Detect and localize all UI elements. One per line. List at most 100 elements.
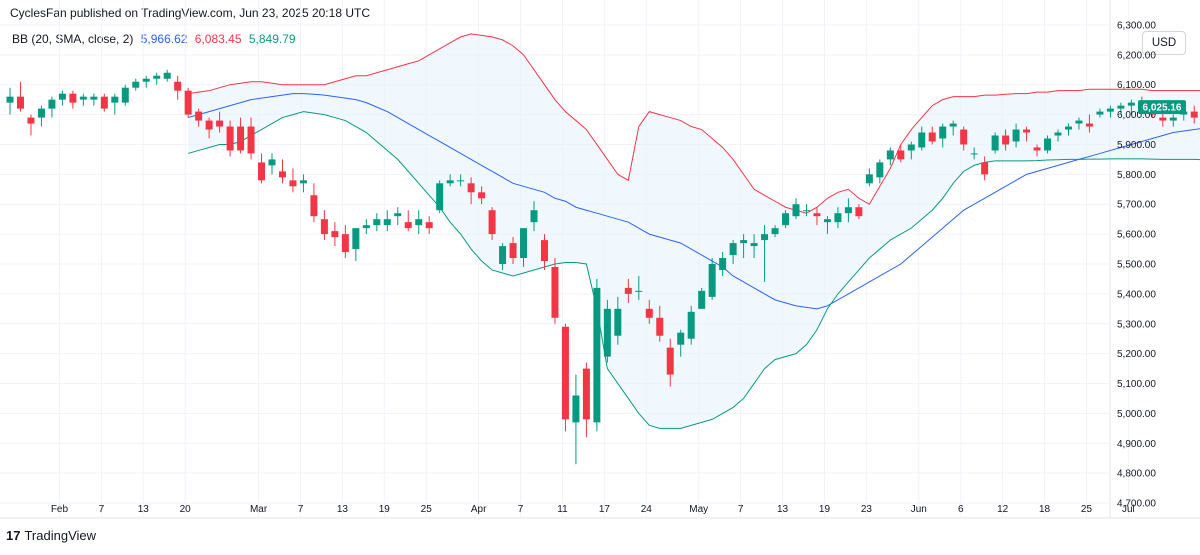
x-tick-label: Mar: [250, 504, 268, 515]
x-tick-label: 20: [180, 504, 192, 515]
candle-body: [834, 213, 842, 223]
candle-body: [362, 225, 370, 229]
candle-body: [761, 234, 769, 241]
last-price-box: [1138, 100, 1186, 115]
candle-body: [216, 120, 224, 127]
y-tick-label: 4,900.00: [1117, 439, 1156, 450]
bb-legend: BB (20, SMA, close, 2) 5,966.62 6,083.45…: [12, 32, 300, 46]
publisher-header: CyclesFan published on TradingView.com, …: [10, 6, 370, 20]
candle-body: [907, 144, 915, 151]
candle-body: [100, 96, 108, 109]
candle-body: [488, 210, 496, 235]
candle-body: [373, 219, 381, 226]
y-tick-label: 5,200.00: [1117, 349, 1156, 360]
candle-body: [341, 234, 349, 253]
candle-body: [771, 228, 779, 235]
candle-body: [551, 266, 559, 318]
candle-body: [436, 183, 444, 211]
candle-body: [6, 96, 14, 103]
candle-body: [897, 150, 905, 160]
candle-body: [582, 368, 590, 420]
x-tick-label: 13: [337, 504, 349, 515]
y-tick-label: 6,000.00: [1117, 110, 1156, 121]
candle-body: [698, 290, 706, 309]
x-tick-label: 13: [138, 504, 150, 515]
candle-body: [782, 213, 790, 226]
candle-body: [415, 219, 423, 226]
candle-body: [918, 132, 926, 148]
candle-body: [268, 159, 276, 166]
candles-group: [6, 69, 1198, 465]
candle-body: [666, 347, 674, 375]
bb-legend-name: BB (20, SMA, close, 2): [12, 32, 134, 46]
candle-body: [939, 126, 947, 139]
candle-body: [394, 213, 402, 217]
y-tick-label: 5,300.00: [1117, 319, 1156, 330]
candle-body: [163, 72, 171, 79]
candle-body: [142, 78, 150, 82]
candle-body: [121, 87, 129, 103]
last-price-marker: 6,025.16: [1138, 100, 1186, 115]
lower-band-line: [188, 111, 1200, 429]
candle-body: [635, 290, 643, 292]
candle-body: [195, 111, 203, 121]
candle-body: [184, 90, 192, 115]
currency-selector[interactable]: USD: [1142, 31, 1186, 55]
x-tick-label: May: [689, 504, 708, 515]
candle-body: [572, 395, 580, 423]
candle-body: [299, 180, 307, 184]
candle-body: [719, 258, 727, 270]
footer-brand: TradingView: [24, 528, 97, 543]
candle-body: [823, 219, 831, 223]
candle-body: [1054, 132, 1062, 136]
basis-band-line: [188, 93, 1200, 310]
x-axis-ticks: Feb 7 13 20 Mar 7 13 19 25 Apr 7 11 17 24 May 7 13 19 23 Ju…: [51, 504, 1135, 515]
candle-body: [1033, 147, 1041, 151]
candle-body: [478, 192, 486, 199]
candle-body: [258, 162, 266, 181]
candle-body: [37, 108, 45, 118]
candle-body: [960, 129, 968, 145]
candle-body: [226, 126, 234, 151]
x-tick-label: 19: [379, 504, 391, 515]
x-tick-label: Jun: [911, 504, 927, 515]
candle-body: [520, 228, 528, 259]
candle-body: [1002, 135, 1010, 145]
candle-body: [876, 162, 884, 178]
candle-body: [729, 243, 737, 256]
candle-body: [1106, 108, 1114, 112]
x-tick-label: 12: [997, 504, 1009, 515]
candle-body: [1085, 123, 1093, 127]
y-tick-label: 4,800.00: [1117, 469, 1156, 480]
candle-body: [677, 332, 685, 345]
candle-body: [981, 162, 989, 175]
candle-body: [278, 171, 286, 178]
last-price-label: 6,025.16: [1143, 103, 1182, 114]
candle-body: [352, 228, 360, 250]
candle-body: [1159, 117, 1167, 121]
candle-body: [69, 93, 77, 103]
candle-body: [289, 180, 297, 187]
candle-body: [509, 243, 517, 259]
candle-body: [792, 204, 800, 217]
candle-body: [247, 126, 255, 154]
candle-body: [331, 231, 339, 238]
candle-body: [970, 153, 978, 155]
candle-body: [740, 240, 748, 244]
candle-body: [1169, 117, 1177, 121]
candle-body: [425, 222, 433, 229]
candle-body: [708, 264, 716, 297]
x-tick-label: 7: [738, 504, 744, 515]
candle-body: [645, 308, 653, 318]
candle-body: [457, 180, 465, 182]
y-tick-label: 5,900.00: [1117, 140, 1156, 151]
candle-body: [58, 93, 66, 100]
y-tick-label: 5,400.00: [1117, 289, 1156, 300]
x-tick-label: Apr: [471, 504, 487, 515]
candle-body: [802, 210, 810, 212]
candle-body: [855, 207, 863, 217]
candle-body: [1012, 129, 1020, 142]
candle-body: [1190, 111, 1198, 118]
bb-basis-value: 5,966.62: [140, 32, 188, 46]
